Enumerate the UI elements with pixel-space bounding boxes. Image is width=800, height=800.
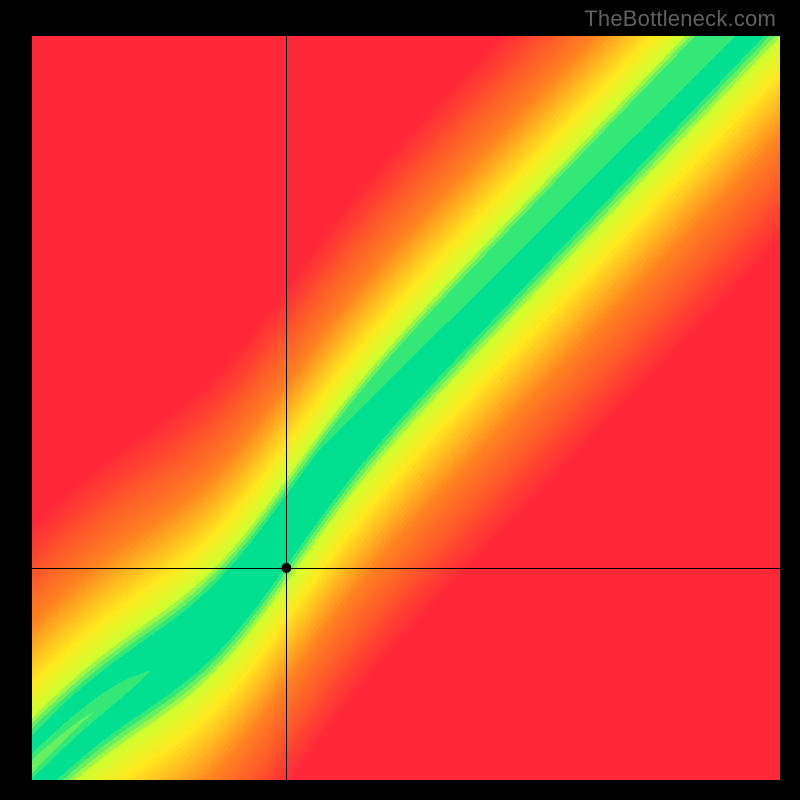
bottleneck-heatmap: [32, 36, 780, 780]
chart-container: TheBottleneck.com: [0, 0, 800, 800]
watermark-text: TheBottleneck.com: [584, 6, 776, 32]
